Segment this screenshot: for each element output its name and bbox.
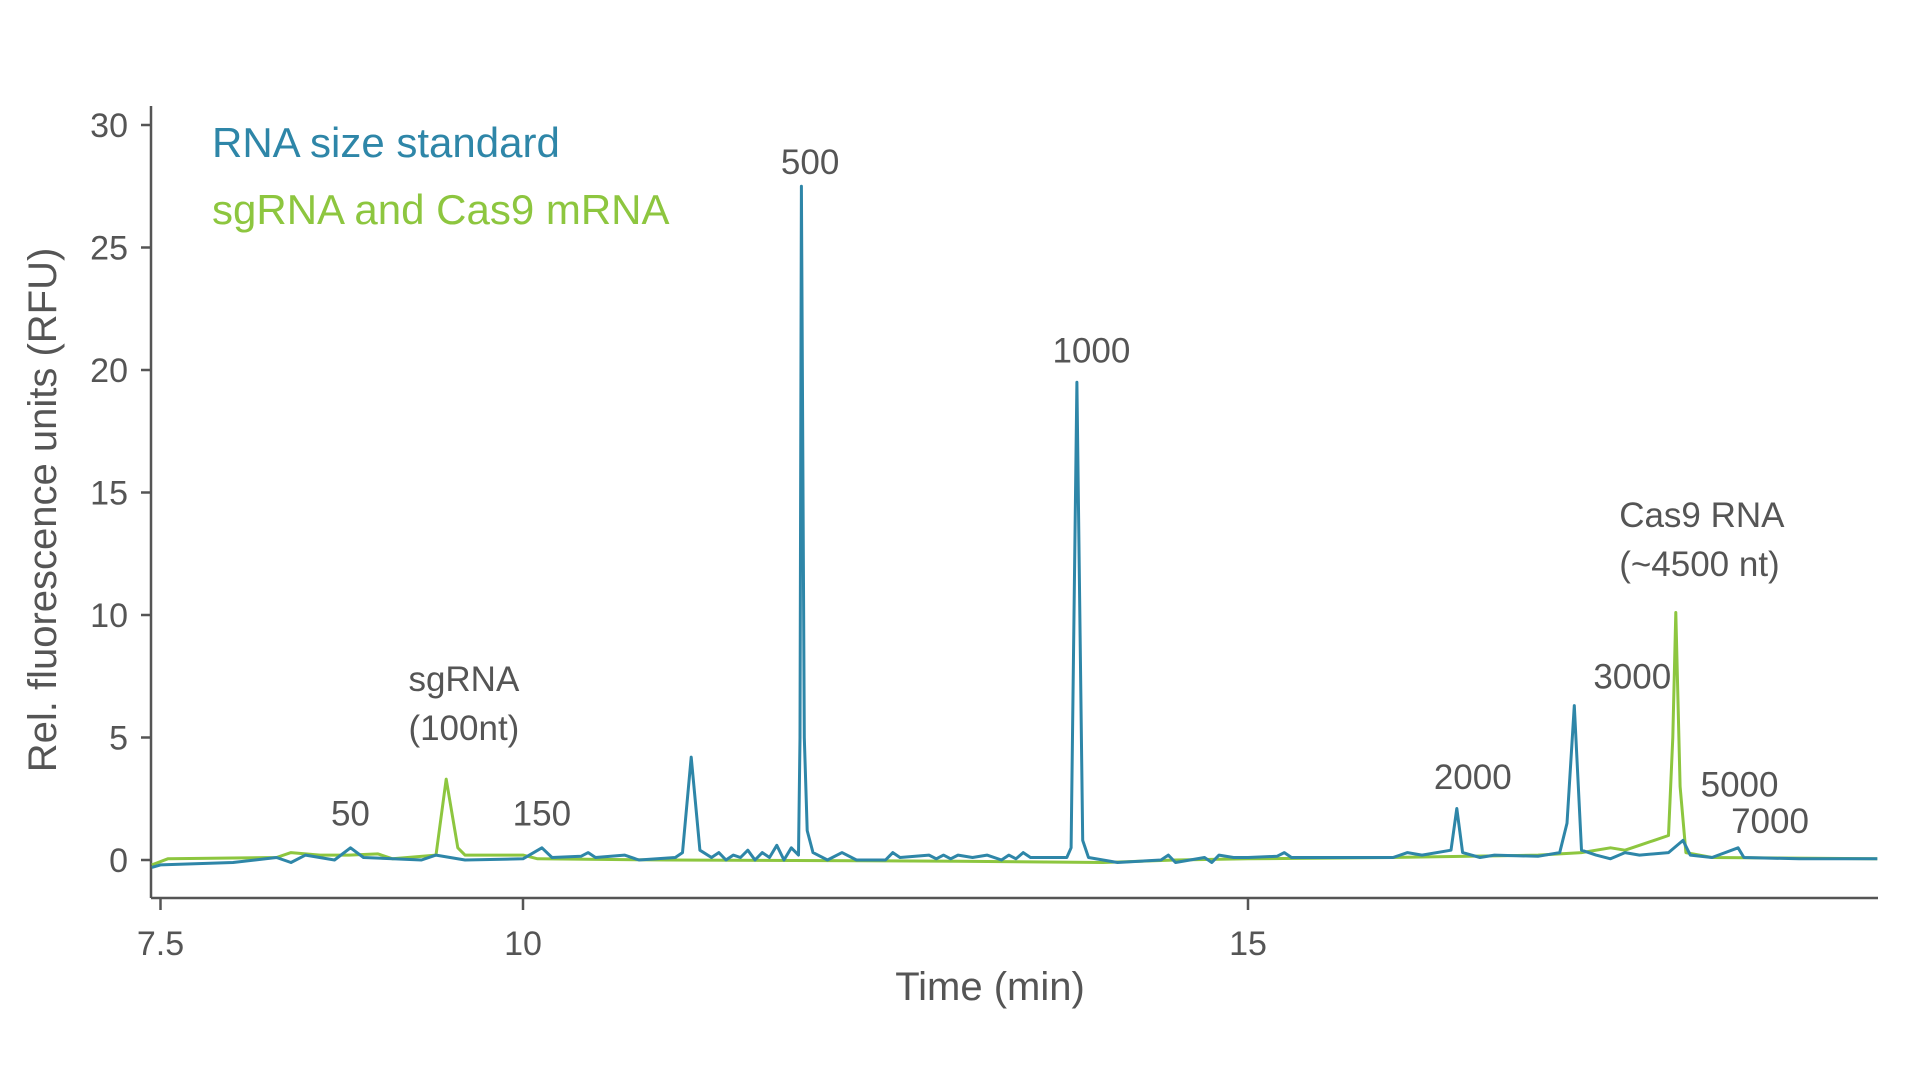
peak-label: 150 (513, 795, 571, 834)
series-line-1 (151, 184, 1878, 869)
x-tick-label: 7.5 (137, 925, 184, 963)
y-ticks: 0 5 10 15 20 25 30 (90, 107, 151, 880)
y-tick-label: 15 (90, 475, 128, 513)
peak-label: 7000 (1731, 802, 1809, 841)
peak-label: 5000 (1701, 765, 1779, 804)
y-tick-label: 10 (90, 597, 128, 635)
x-ticks: 7.5 10 15 (137, 898, 1267, 963)
y-axis-title: Rel. fluorescence units (RFU) (21, 248, 65, 773)
peak-annotations: 50 sgRNA (100nt) 150 500 1000 2000 3000 Cas9 RNA… (331, 143, 1809, 841)
x-tick-label: 15 (1229, 925, 1267, 963)
peak-label: Cas9 RNA (1619, 496, 1785, 535)
x-tick-label: 10 (504, 925, 542, 963)
series-lines (151, 184, 1878, 869)
legend-entry-sgrna-cas9: sgRNA and Cas9 mRNA (212, 186, 670, 233)
y-tick-label: 0 (109, 842, 128, 880)
axes (149, 106, 1878, 900)
peak-label: 1000 (1052, 332, 1130, 371)
legend-entry-rna-size-standard: RNA size standard (212, 119, 560, 166)
peak-label: (~4500 nt) (1619, 545, 1780, 584)
y-tick-label: 30 (90, 107, 128, 145)
peak-label: 3000 (1593, 658, 1671, 697)
y-tick-label: 20 (90, 352, 128, 390)
peak-label: (100nt) (408, 709, 519, 748)
y-tick-label: 5 (109, 720, 128, 758)
y-tick-label: 25 (90, 230, 128, 268)
peak-label: sgRNA (408, 660, 520, 699)
peak-label: 500 (781, 143, 839, 182)
peak-label: 50 (331, 795, 370, 834)
legend: RNA size standard sgRNA and Cas9 mRNA (212, 119, 670, 233)
peak-label: 2000 (1434, 758, 1512, 797)
x-axis-title: Time (min) (895, 965, 1085, 1009)
